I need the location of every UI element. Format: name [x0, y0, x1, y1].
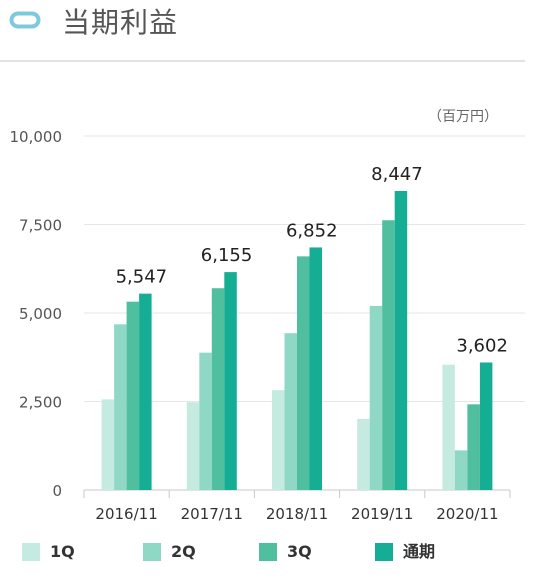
total-data-label: 6,852: [286, 220, 338, 241]
y-tick-label: 7,500: [19, 217, 62, 235]
axes: 0 2,500 5,000 7,500 10,000 2016/11 2017/11 2018…: [10, 128, 511, 523]
bar: [369, 305, 383, 490]
legend-label: 3Q: [287, 542, 312, 561]
bar: [357, 418, 370, 490]
bar: [272, 390, 285, 490]
bar: [186, 402, 200, 490]
y-tick-label: 5,000: [19, 305, 62, 323]
bar: [394, 190, 408, 490]
unit-label: （百万円）: [428, 109, 498, 125]
bars: [101, 190, 493, 490]
bar: [382, 220, 395, 490]
bar: [309, 247, 322, 490]
x-tick-label: 2019/11: [351, 505, 413, 523]
bar: [297, 256, 310, 490]
legend-swatch: [259, 543, 277, 561]
bar: [454, 450, 468, 490]
total-data-label: 8,447: [371, 164, 423, 185]
y-tick-label: 10,000: [10, 128, 63, 146]
legend-label: 通期: [403, 542, 436, 561]
legend-label: 2Q: [171, 542, 196, 561]
bar: [114, 324, 127, 490]
legend-swatch: [22, 543, 40, 561]
legend-swatch: [375, 543, 393, 561]
bar: [199, 352, 212, 490]
data-labels: 5,547 6,155 6,852 8,447 3,602: [116, 164, 508, 357]
bar: [479, 362, 493, 490]
y-tick-label: 0: [52, 482, 62, 500]
legend-label: 1Q: [50, 542, 75, 561]
bar: [139, 293, 152, 490]
bar: [442, 364, 455, 490]
x-tick-label: 2017/11: [181, 505, 243, 523]
header: 当期利益: [0, 0, 533, 62]
bar: [224, 272, 237, 490]
bar: [467, 404, 480, 490]
x-tick-label: 2020/11: [436, 505, 498, 523]
bar: [284, 333, 297, 490]
x-tick-label: 2016/11: [95, 505, 157, 523]
profit-bar-chart: 0 2,500 5,000 7,500 10,000 2016/11 2017/11 2018…: [10, 109, 525, 523]
legend-swatch: [143, 543, 161, 561]
pill-icon: [9, 11, 41, 29]
bar: [126, 301, 140, 490]
legend: 1Q 2Q 3Q 通期: [0, 538, 533, 568]
y-tick-label: 2,500: [19, 394, 62, 412]
bar: [211, 288, 225, 490]
total-data-label: 6,155: [201, 245, 253, 266]
x-tick-label: 2018/11: [266, 505, 328, 523]
page-title: 当期利益: [62, 6, 179, 39]
bar: [101, 399, 115, 490]
total-data-label: 5,547: [116, 267, 168, 288]
total-data-label: 3,602: [456, 335, 508, 356]
header-divider: [0, 60, 525, 62]
